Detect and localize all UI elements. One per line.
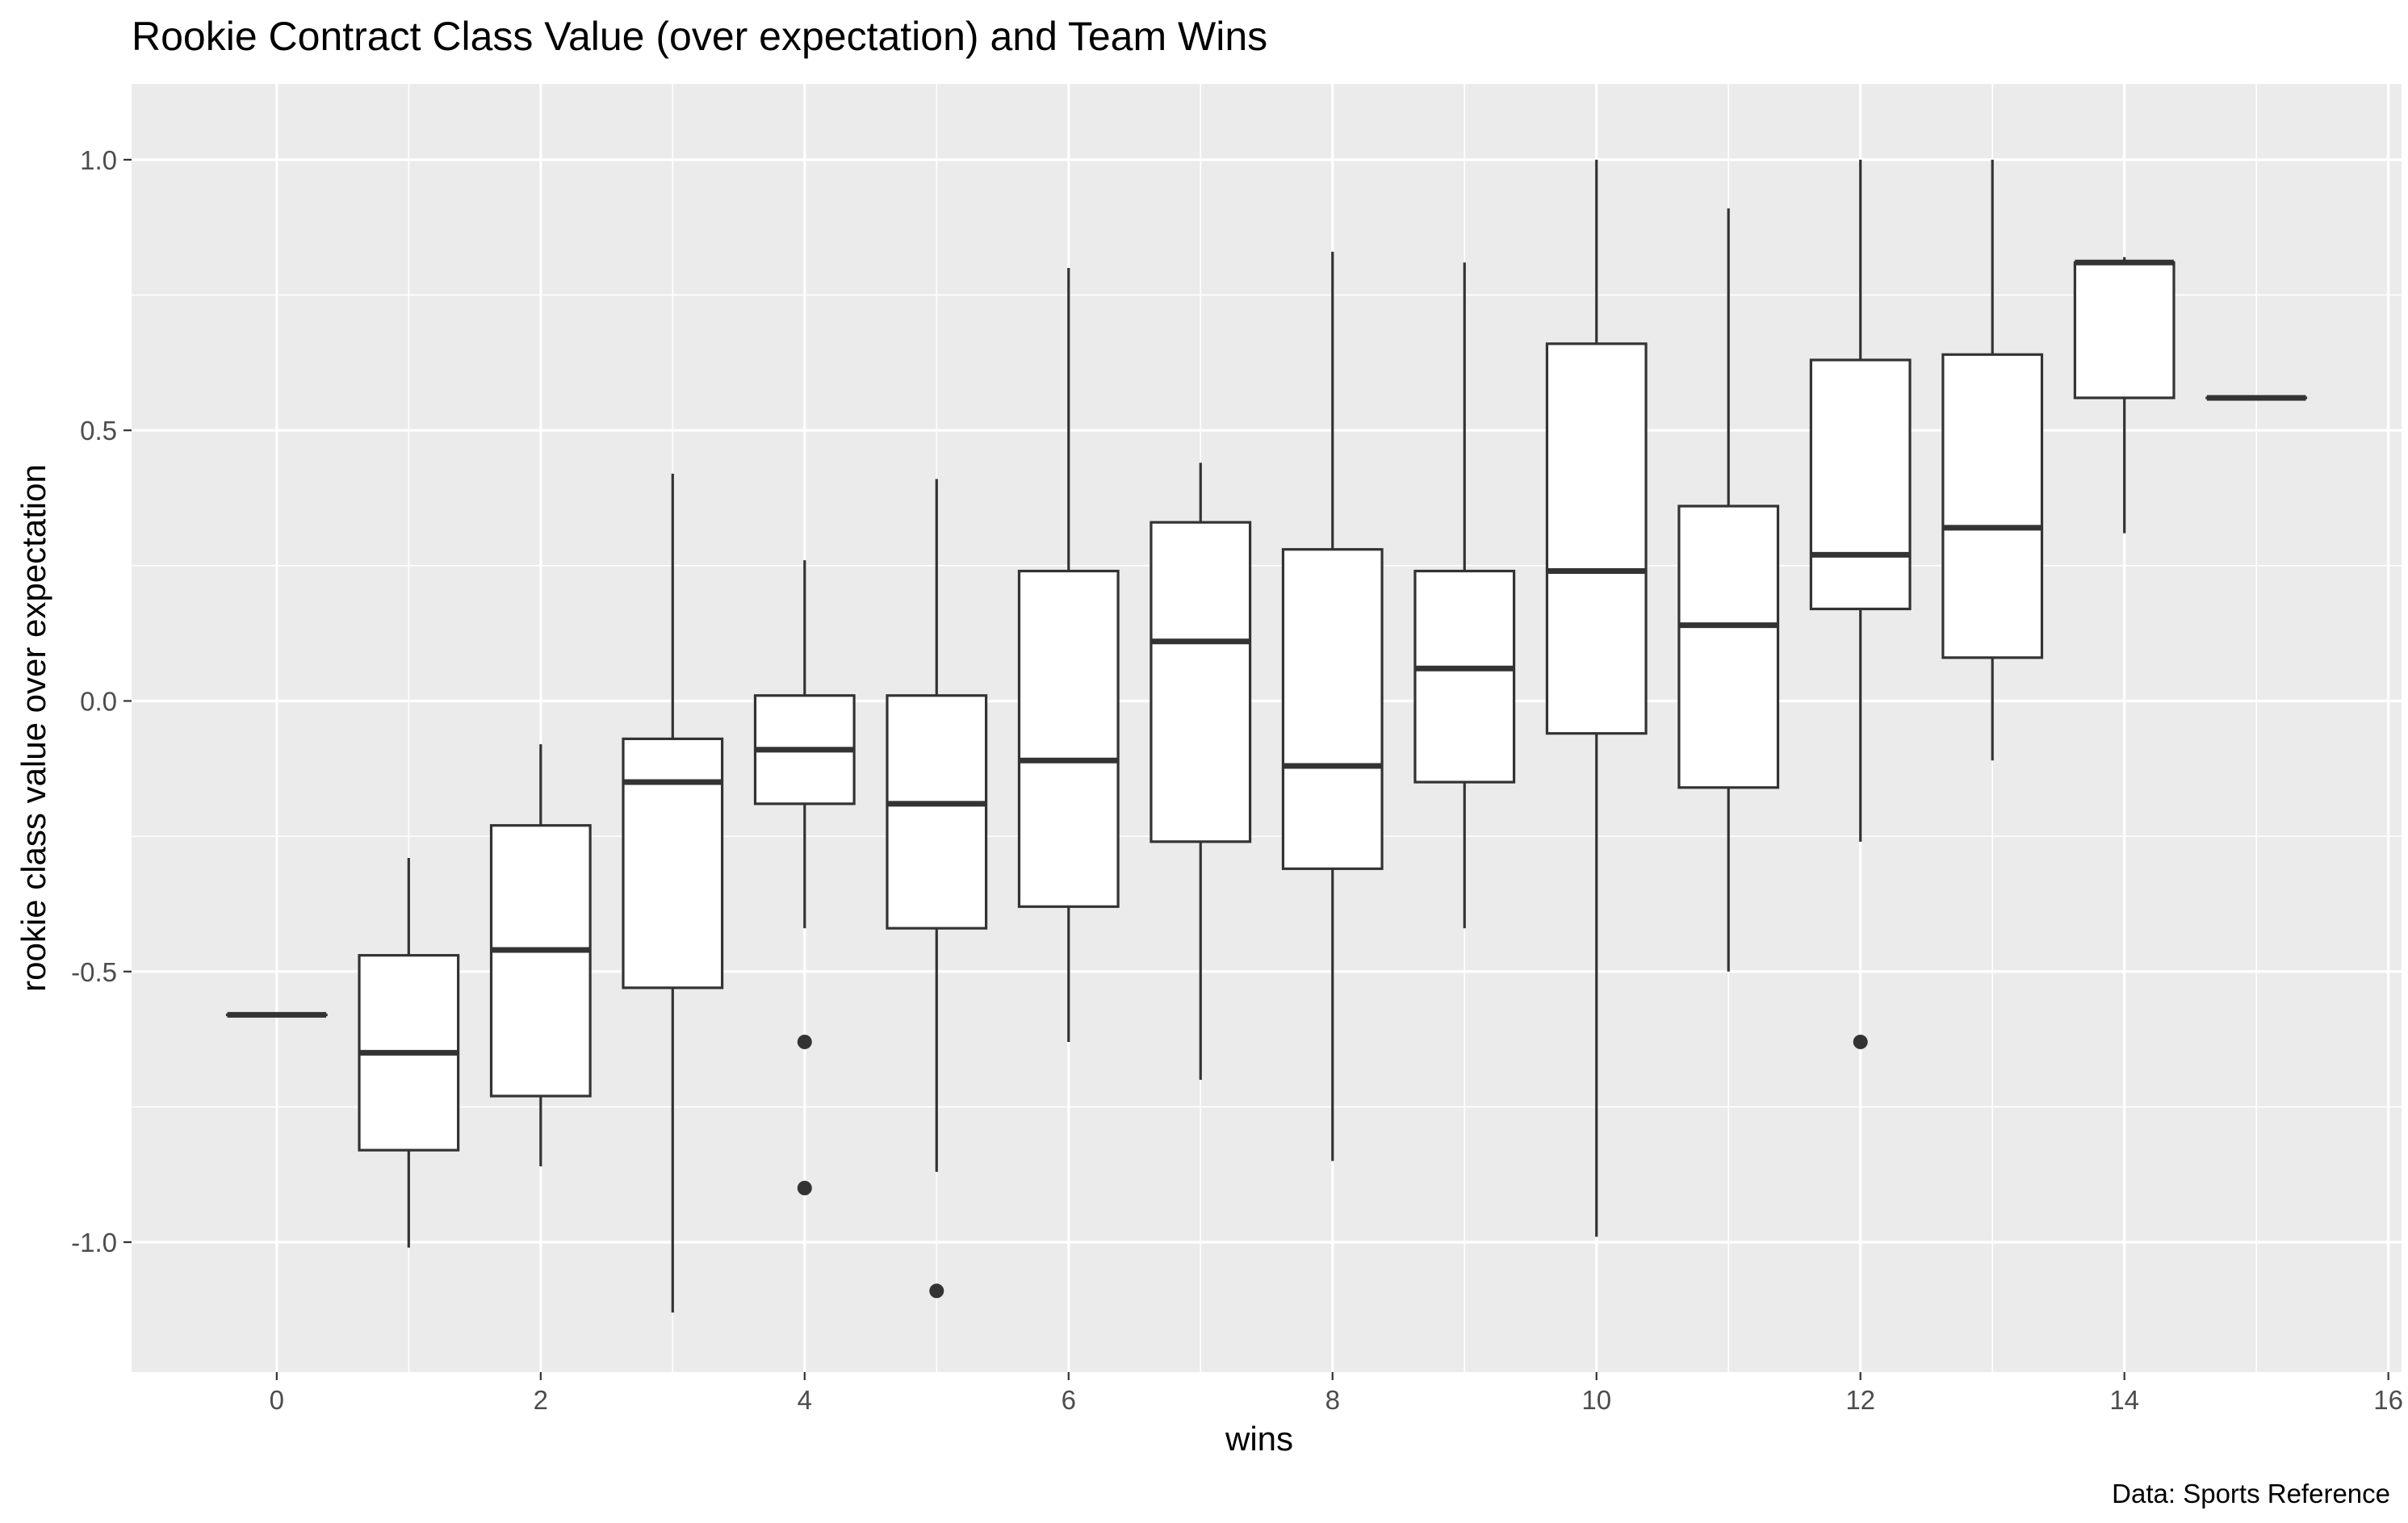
box-wins-9 [1413, 262, 1516, 929]
box-wins-7 [1150, 462, 1252, 1080]
y-axis-label: rookie class value over expectation [15, 464, 52, 992]
y-tick-label: 1.0 [80, 145, 117, 175]
box-wins-8 [1281, 251, 1384, 1161]
box-wins-4 [753, 560, 856, 1195]
chart-caption: Data: Sports Reference [2112, 1479, 2390, 1508]
outlier-point [797, 1181, 812, 1195]
box-wins-11 [1677, 208, 1780, 972]
box-iqr [1150, 521, 1252, 843]
y-tick-label: -1.0 [71, 1228, 117, 1257]
x-tick-label: 16 [2373, 1385, 2403, 1415]
chart-title: Rookie Contract Class Value (over expect… [132, 14, 1267, 59]
outlier-point [929, 1283, 944, 1299]
box-wins-3 [622, 473, 724, 1313]
x-tick-label: 0 [270, 1385, 284, 1415]
box-iqr [1281, 548, 1384, 870]
x-tick-label: 2 [534, 1385, 548, 1415]
x-tick-label: 4 [798, 1385, 812, 1415]
box-iqr [886, 694, 988, 930]
box-wins-14 [2073, 257, 2176, 533]
box-iqr [622, 737, 724, 990]
x-tick-label: 6 [1062, 1385, 1076, 1415]
x-axis: 0 2 4 6 8 10 12 14 16 [270, 1372, 2403, 1415]
y-tick-label: -0.5 [71, 957, 117, 987]
x-tick-label: 14 [2109, 1385, 2139, 1415]
box-iqr [489, 824, 592, 1098]
plot-panel [132, 84, 2402, 1372]
box-wins-12 [1809, 159, 1912, 1049]
box-wins-2 [489, 744, 592, 1167]
x-axis-label: wins [1225, 1420, 1293, 1458]
y-tick-label: 0.0 [80, 686, 117, 716]
outlier-point [797, 1034, 812, 1049]
x-tick-label: 8 [1325, 1385, 1340, 1415]
box-wins-10 [1545, 159, 1648, 1237]
x-tick-label: 12 [1845, 1385, 1875, 1415]
box-iqr [1413, 569, 1516, 784]
box-wins-6 [1017, 268, 1120, 1042]
box-wins-13 [1941, 159, 2044, 761]
box-iqr [1941, 353, 2044, 659]
boxes-layer [225, 159, 2308, 1313]
x-tick-label: 10 [1581, 1385, 1611, 1415]
box-wins-1 [358, 857, 460, 1248]
box-wins-5 [886, 479, 988, 1299]
box-iqr [1677, 504, 1780, 789]
y-tick-label: 0.5 [80, 416, 117, 446]
box-iqr [1017, 569, 1120, 908]
y-axis: -1.0 -0.5 0.0 0.5 1.0 [71, 145, 132, 1257]
box-iqr [2073, 261, 2176, 400]
box-iqr [1545, 342, 1648, 735]
box-iqr [1809, 358, 1912, 611]
outlier-point [1853, 1034, 1868, 1049]
